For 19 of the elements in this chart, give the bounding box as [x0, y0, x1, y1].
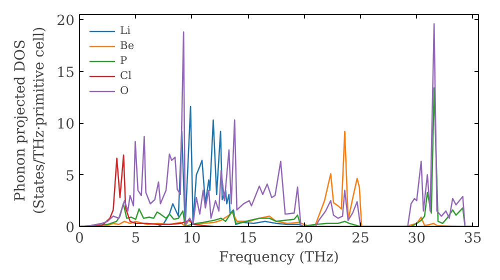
x-axis-title: Frequency (THz) [218, 250, 340, 266]
y-tick-label: 15 [56, 64, 75, 81]
legend-label: Cl [120, 69, 133, 82]
legend-label: P [120, 54, 128, 67]
legend-label: O [120, 84, 130, 97]
x-tick-label: 5 [131, 230, 140, 246]
y-tick-label: 5 [66, 168, 75, 184]
y-axis-title: Phonon projected DOS (States/THz·primitive cell) [12, 26, 48, 214]
x-tick-label: 10 [182, 230, 201, 246]
x-tick-label: 30 [408, 230, 426, 246]
x-tick-label: 15 [239, 230, 258, 246]
y-tick-label: 20 [56, 13, 75, 30]
x-tick-label: 35 [464, 230, 482, 246]
y-tick-label: 0 [66, 220, 75, 236]
y-tick-label: 10 [56, 116, 75, 133]
x-tick-label: 20 [295, 230, 314, 246]
legend-label: Be [120, 39, 136, 52]
x-tick-label: 25 [352, 230, 370, 246]
legend-label: Li [120, 24, 132, 37]
